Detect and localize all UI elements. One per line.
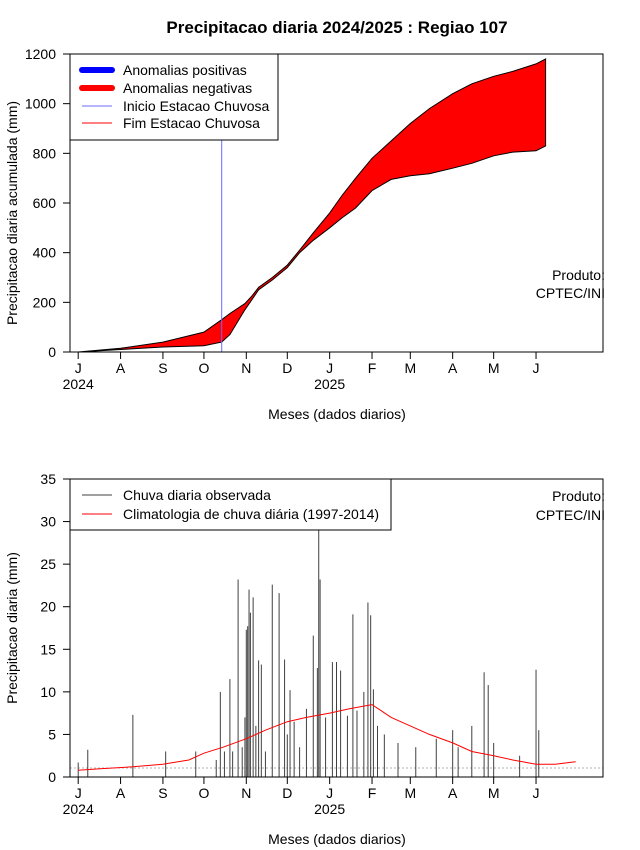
product-note-line1: Produto: bbox=[552, 267, 605, 283]
y-tick-label: 25 bbox=[40, 556, 56, 572]
x-tick-label: A bbox=[448, 360, 458, 376]
legend-label-observed: Chuva diaria observada bbox=[123, 487, 271, 503]
y-axis: 0 5 10 15 20 25 30 35 bbox=[40, 471, 70, 785]
y-tick-label: 20 bbox=[40, 599, 56, 615]
x-tick-label: N bbox=[241, 360, 251, 376]
legend-label-season-end: Fim Estacao Chuvosa bbox=[123, 115, 260, 131]
y-tick-label: 1200 bbox=[25, 46, 56, 62]
x-tick-label: J bbox=[326, 785, 333, 801]
x-year-label: 2024 bbox=[63, 801, 94, 817]
y-axis-label: Precipitacao diaria acumulada (mm) bbox=[4, 101, 20, 325]
x-tick-label: J bbox=[75, 785, 82, 801]
legend: Chuva diaria observada Climatologia de c… bbox=[69, 478, 392, 531]
y-tick-label: 35 bbox=[40, 471, 56, 487]
x-tick-label: J bbox=[533, 360, 540, 376]
y-tick-label: 200 bbox=[33, 294, 57, 310]
x-tick-label: M bbox=[488, 360, 500, 376]
x-tick-label: O bbox=[198, 785, 209, 801]
product-note-line1: Produto: bbox=[552, 488, 605, 504]
y-tick-label: 800 bbox=[33, 145, 57, 161]
x-tick-label: M bbox=[488, 785, 500, 801]
x-tick-label: D bbox=[282, 360, 292, 376]
y-tick-label: 5 bbox=[48, 726, 56, 742]
x-tick-label: A bbox=[116, 785, 126, 801]
y-tick-label: 0 bbox=[48, 344, 56, 360]
legend-label-climatology: Climatologia de chuva diária (1997-2014) bbox=[123, 506, 379, 522]
product-note-line2: CPTEC/INI bbox=[536, 507, 605, 523]
x-tick-label: M bbox=[404, 785, 416, 801]
climatology-line bbox=[78, 704, 576, 771]
y-tick-label: 0 bbox=[48, 769, 56, 785]
legend-box bbox=[69, 478, 392, 531]
x-tick-label: M bbox=[404, 360, 416, 376]
y-tick-label: 10 bbox=[40, 684, 56, 700]
y-tick-label: 15 bbox=[40, 641, 56, 657]
x-axis-label: Meses (dados diarios) bbox=[268, 406, 406, 422]
x-year-label: 2025 bbox=[314, 376, 345, 392]
legend-label-positive: Anomalias positivas bbox=[123, 62, 247, 78]
negative-anomaly-area bbox=[78, 58, 547, 353]
y-tick-label: 400 bbox=[33, 245, 57, 261]
y-axis: 0 200 400 600 800 1000 1200 bbox=[25, 46, 70, 360]
x-year-label: 2024 bbox=[63, 376, 94, 392]
legend-label-season-start: Inicio Estacao Chuvosa bbox=[123, 98, 270, 114]
x-tick-label: J bbox=[533, 785, 540, 801]
legend: Anomalias positivas Anomalias negativas … bbox=[69, 53, 279, 141]
x-tick-label: S bbox=[158, 785, 167, 801]
x-tick-label: A bbox=[448, 785, 458, 801]
x-tick-label: J bbox=[75, 360, 82, 376]
y-tick-label: 1000 bbox=[25, 96, 56, 112]
y-tick-label: 600 bbox=[33, 195, 57, 211]
x-tick-label: A bbox=[116, 360, 126, 376]
x-axis-label: Meses (dados diarios) bbox=[268, 831, 406, 847]
chart-title: Precipitacao diaria 2024/2025 : Regiao 1… bbox=[166, 18, 507, 37]
x-tick-label: O bbox=[198, 360, 209, 376]
y-tick-label: 30 bbox=[40, 514, 56, 530]
x-tick-label: J bbox=[326, 360, 333, 376]
x-tick-label: N bbox=[241, 785, 251, 801]
x-tick-label: F bbox=[368, 785, 377, 801]
x-year-label: 2025 bbox=[314, 801, 345, 817]
x-tick-label: F bbox=[368, 360, 377, 376]
x-tick-label: S bbox=[158, 360, 167, 376]
x-tick-label: D bbox=[282, 785, 292, 801]
y-axis-label: Precipitacao diaria (mm) bbox=[4, 552, 20, 704]
product-note-line2: CPTEC/INI bbox=[536, 285, 605, 301]
legend-label-negative: Anomalias negativas bbox=[123, 80, 252, 96]
